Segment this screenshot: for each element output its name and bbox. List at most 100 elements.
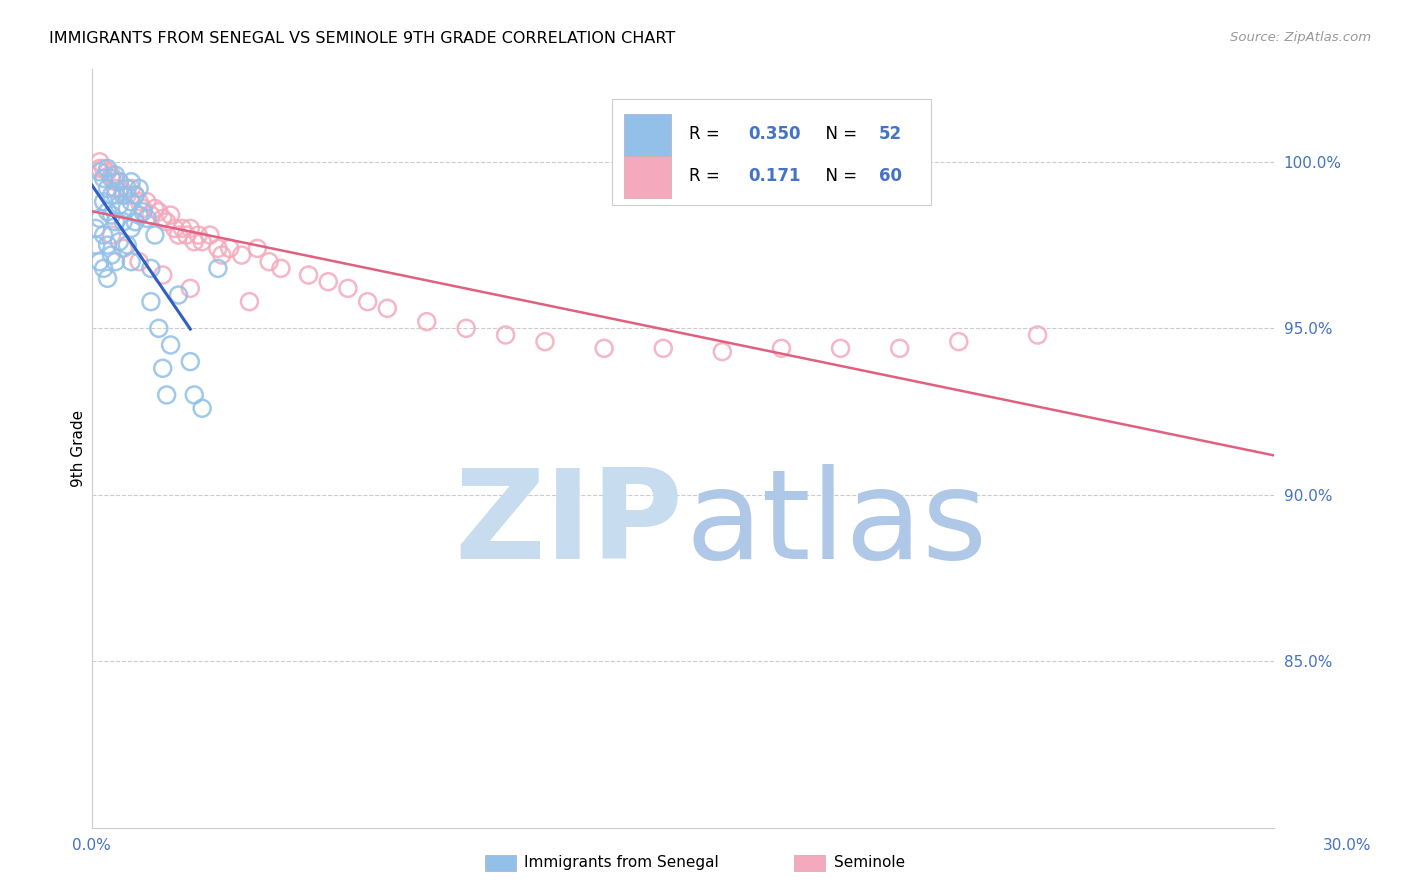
Point [117, 238, 139, 252]
Text: Immigrants from Senegal: Immigrants from Senegal [524, 855, 720, 870]
Point [148, 321, 170, 335]
Point [128, 181, 150, 195]
Point [84, 238, 107, 252]
Point [120, 181, 142, 195]
Point [534, 334, 557, 349]
Point [128, 208, 150, 222]
Point [93, 228, 115, 243]
Point [108, 175, 131, 189]
Point [104, 181, 127, 195]
Point [97, 181, 120, 195]
Point [1026, 328, 1049, 343]
Point [89, 254, 111, 268]
Point [889, 341, 911, 355]
Point [830, 341, 852, 355]
Point [108, 175, 131, 189]
Point [89, 211, 111, 226]
Point [159, 338, 181, 352]
Point [176, 228, 198, 243]
Point [191, 401, 214, 416]
Point [108, 235, 131, 249]
Point [152, 361, 174, 376]
Point [97, 165, 120, 179]
Point [120, 221, 142, 235]
Point [104, 175, 127, 189]
Point [93, 194, 115, 209]
Point [112, 241, 135, 255]
Point [100, 208, 122, 222]
Point [100, 228, 122, 243]
Y-axis label: 9th Grade: 9th Grade [72, 409, 86, 487]
Point [179, 281, 201, 295]
Point [238, 294, 260, 309]
Point [148, 204, 170, 219]
Point [120, 254, 142, 268]
Text: IMMIGRANTS FROM SENEGAL VS SEMINOLE 9TH GRADE CORRELATION CHART: IMMIGRANTS FROM SENEGAL VS SEMINOLE 9TH … [49, 31, 675, 46]
Point [207, 261, 229, 276]
Text: 0.350: 0.350 [748, 125, 800, 143]
Point [139, 208, 162, 222]
Text: 52: 52 [879, 125, 903, 143]
Point [495, 328, 517, 343]
Point [711, 344, 734, 359]
Point [117, 188, 139, 202]
Text: R =: R = [689, 125, 725, 143]
Point [89, 154, 111, 169]
Point [167, 228, 190, 243]
Text: ZIP: ZIP [454, 464, 683, 584]
Point [128, 194, 150, 209]
Point [156, 388, 179, 402]
Point [152, 268, 174, 282]
Text: 0.0%: 0.0% [72, 838, 111, 853]
Point [770, 341, 793, 355]
Point [191, 235, 214, 249]
Point [136, 211, 159, 226]
Point [104, 215, 127, 229]
Point [117, 181, 139, 195]
FancyBboxPatch shape [612, 99, 931, 205]
Point [89, 165, 111, 179]
Point [246, 241, 269, 255]
Point [128, 254, 150, 268]
Point [132, 204, 155, 219]
Point [257, 254, 280, 268]
Text: 30.0%: 30.0% [1323, 838, 1371, 853]
Point [198, 228, 221, 243]
Text: Seminole: Seminole [834, 855, 905, 870]
Point [377, 301, 399, 316]
Text: 0.171: 0.171 [748, 168, 800, 186]
Point [152, 211, 174, 226]
Point [136, 194, 159, 209]
Point [124, 188, 146, 202]
Point [100, 168, 122, 182]
Text: atlas: atlas [685, 464, 987, 584]
Point [108, 198, 131, 212]
Text: Source: ZipAtlas.com: Source: ZipAtlas.com [1230, 31, 1371, 45]
Point [124, 188, 146, 202]
Point [179, 354, 201, 368]
Point [593, 341, 616, 355]
Point [159, 208, 181, 222]
Point [316, 275, 339, 289]
Point [104, 168, 127, 182]
Point [356, 294, 378, 309]
Point [104, 188, 127, 202]
Point [93, 171, 115, 186]
Point [112, 188, 135, 202]
Point [97, 238, 120, 252]
Point [187, 228, 209, 243]
Point [124, 215, 146, 229]
Point [183, 235, 205, 249]
Point [104, 254, 127, 268]
Point [112, 215, 135, 229]
Point [179, 221, 201, 235]
Point [652, 341, 675, 355]
Point [183, 388, 205, 402]
Point [93, 161, 115, 176]
Point [336, 281, 359, 295]
Point [416, 315, 439, 329]
Point [297, 268, 319, 282]
Point [167, 288, 190, 302]
Point [163, 221, 186, 235]
Point [132, 202, 155, 216]
